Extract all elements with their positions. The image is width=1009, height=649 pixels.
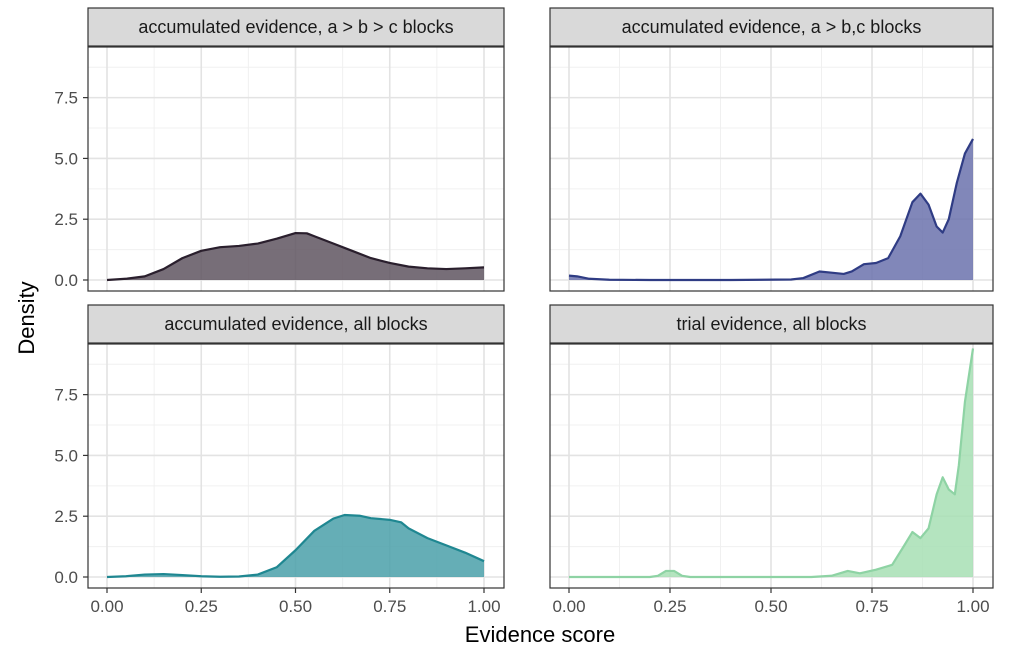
x-tick-label: 0.00 xyxy=(90,597,123,616)
facet-panel-1: accumulated evidence, a > b > c blocks 0.… xyxy=(54,7,505,292)
y-tick-label: 0.0 xyxy=(54,271,78,290)
y-tick-label: 7.5 xyxy=(54,89,78,108)
x-tick-label: 0.50 xyxy=(754,597,787,616)
strip-title: trial evidence, all blocks xyxy=(676,314,866,334)
strip-title: accumulated evidence, all blocks xyxy=(164,314,427,334)
density-area xyxy=(569,348,973,577)
strip-background xyxy=(87,7,505,47)
density-area xyxy=(107,233,484,280)
x-tick-label: 0.00 xyxy=(552,597,585,616)
x-axis-title: Evidence score xyxy=(465,622,615,647)
density-area xyxy=(569,138,973,280)
y-tick-label: 5.0 xyxy=(54,446,78,465)
panel-border xyxy=(549,46,994,292)
facets-layer: accumulated evidence, a > b > c blocks 0.… xyxy=(54,7,994,616)
facet-panel-2: accumulated evidence, a > b,c blocks xyxy=(549,7,994,292)
strip-title: accumulated evidence, a > b > c blocks xyxy=(138,17,453,37)
y-tick-label: 7.5 xyxy=(54,386,78,405)
density-line xyxy=(106,231,485,282)
y-tick-label: 2.5 xyxy=(54,507,78,526)
x-tick-label: 1.00 xyxy=(467,597,500,616)
strip-background xyxy=(549,304,994,344)
strip-title: accumulated evidence, a > b,c blocks xyxy=(622,17,922,37)
x-tick-label: 0.75 xyxy=(373,597,406,616)
strip-background xyxy=(549,7,994,47)
y-tick-label: 5.0 xyxy=(54,149,78,168)
y-axis-title: Density xyxy=(14,281,39,354)
density-line xyxy=(106,513,485,579)
density-line xyxy=(568,138,974,282)
x-tick-label: 1.00 xyxy=(956,597,989,616)
y-tick-label: 0.0 xyxy=(54,568,78,587)
strip-background xyxy=(87,304,505,344)
density-line xyxy=(569,348,975,579)
y-tick-label: 2.5 xyxy=(54,210,78,229)
x-tick-label: 0.25 xyxy=(185,597,218,616)
x-tick-label: 0.50 xyxy=(279,597,312,616)
panel-border xyxy=(87,46,505,292)
x-tick-label: 0.75 xyxy=(855,597,888,616)
facet-panel-4: trial evidence, all blocks 0.00 0.25 0.50 0.… xyxy=(549,304,994,616)
density-area xyxy=(107,514,484,577)
x-tick-label: 0.25 xyxy=(653,597,686,616)
facet-panel-3: accumulated evidence, all blocks 0.0 2.5 5.… xyxy=(54,304,505,616)
